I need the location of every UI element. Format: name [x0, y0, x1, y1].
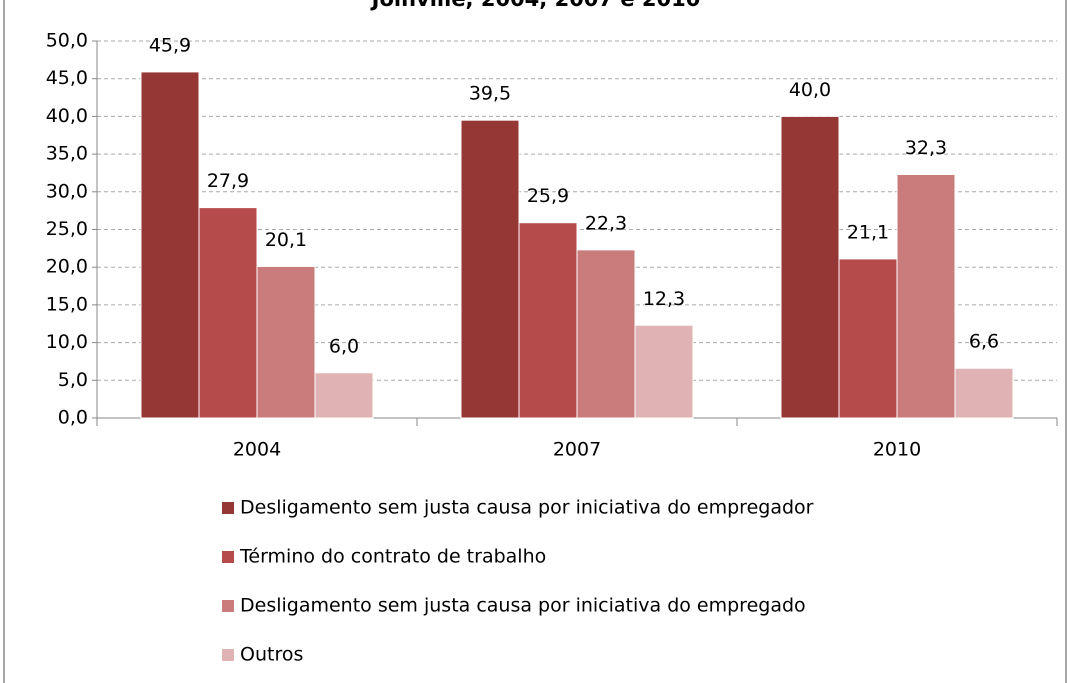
bar: [314, 372, 374, 419]
value-label: 21,1: [847, 221, 889, 243]
bar: [780, 115, 840, 419]
x-tick-label: 2004: [233, 439, 281, 461]
y-tick-label: 15,0: [46, 293, 88, 315]
legend-label: Desligamento sem justa causa por iniciat…: [240, 595, 806, 617]
legend-label: Término do contrato de trabalho: [239, 546, 546, 568]
value-label: 32,3: [905, 137, 947, 159]
value-label: 12,3: [643, 288, 685, 310]
value-label: 40,0: [789, 79, 831, 101]
value-label: 39,5: [469, 83, 511, 105]
bar: [576, 249, 636, 419]
value-label: 27,9: [207, 170, 249, 192]
x-tick-label: 2007: [553, 439, 601, 461]
legend-label: Outros: [240, 644, 303, 666]
value-label: 6,0: [329, 335, 359, 357]
y-tick-label: 25,0: [46, 218, 88, 240]
value-label: 22,3: [585, 212, 627, 234]
legend-swatch: [222, 551, 234, 563]
y-tick-label: 5,0: [58, 369, 88, 391]
legend-swatch: [222, 502, 234, 514]
value-label: 6,6: [969, 331, 999, 353]
value-label: 20,1: [265, 229, 307, 251]
y-tick-label: 20,0: [46, 256, 88, 278]
value-label: 45,9: [149, 34, 191, 56]
y-tick-label: 50,0: [46, 30, 88, 52]
bar: [256, 265, 316, 419]
y-tick-label: 0,0: [58, 407, 88, 429]
x-tick-label: 2010: [873, 439, 921, 461]
legend-swatch: [222, 649, 234, 661]
bar: [838, 258, 898, 419]
bar: [460, 119, 520, 419]
y-tick-label: 40,0: [46, 105, 88, 127]
bar: [198, 207, 258, 419]
bar: [140, 71, 200, 419]
y-tick-label: 45,0: [46, 67, 88, 89]
value-label: 25,9: [527, 185, 569, 207]
legend-swatch: [222, 600, 234, 612]
bar: [896, 173, 956, 419]
chart-title: Joinville, 2004, 2007 e 2010: [370, 0, 701, 11]
y-tick-label: 35,0: [46, 143, 88, 165]
legend-label: Desligamento sem justa causa por iniciat…: [240, 497, 814, 519]
bar: [634, 324, 694, 419]
bar: [518, 222, 578, 419]
bar: [954, 367, 1014, 419]
y-tick-label: 30,0: [46, 180, 88, 202]
y-tick-label: 10,0: [46, 331, 88, 353]
